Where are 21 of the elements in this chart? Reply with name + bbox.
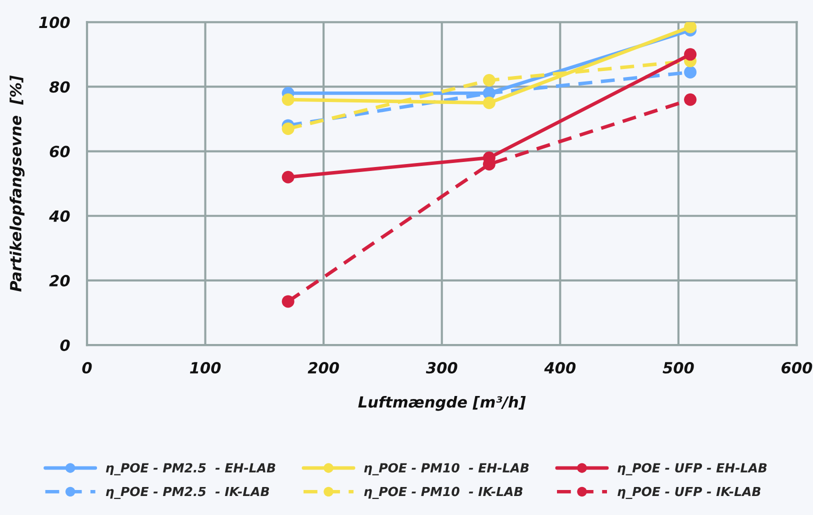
x-tick-label: 300 [426,362,458,374]
legend-label: η_POE - PM2.5 - EH-LAB [106,463,276,476]
y-tick-label: 100 [39,16,70,28]
legend-label: η_POE - UFP - IK-LAB [618,486,760,499]
y-tick-label: 80 [49,81,70,93]
y-tick-label: 60 [50,146,70,158]
x-axis-title: Luftmængde [m³/h] [358,396,526,411]
x-tick-label: 0 [82,362,92,374]
legend-label: η_POE - PM10 - EH-LAB [364,463,529,476]
x-tick-label: 600 [782,362,812,374]
y-tick-label: 40 [49,210,70,222]
legend-label: η_POE - UFP - EH-LAB [618,463,767,476]
x-tick-label: 500 [662,362,694,374]
x-tick-label: 400 [544,362,576,374]
x-tick-label: 200 [308,362,339,374]
legend-label: η_POE - PM2.5 - IK-LAB [106,486,270,499]
y-tick-label: 0 [60,340,70,352]
y-axis-title: Partikelopfangsevne [%] [10,75,25,292]
y-tick-label: 20 [49,274,70,286]
x-tick-label: 100 [190,362,221,374]
legend-label: η_POE - PM10 - IK-LAB [364,486,522,499]
